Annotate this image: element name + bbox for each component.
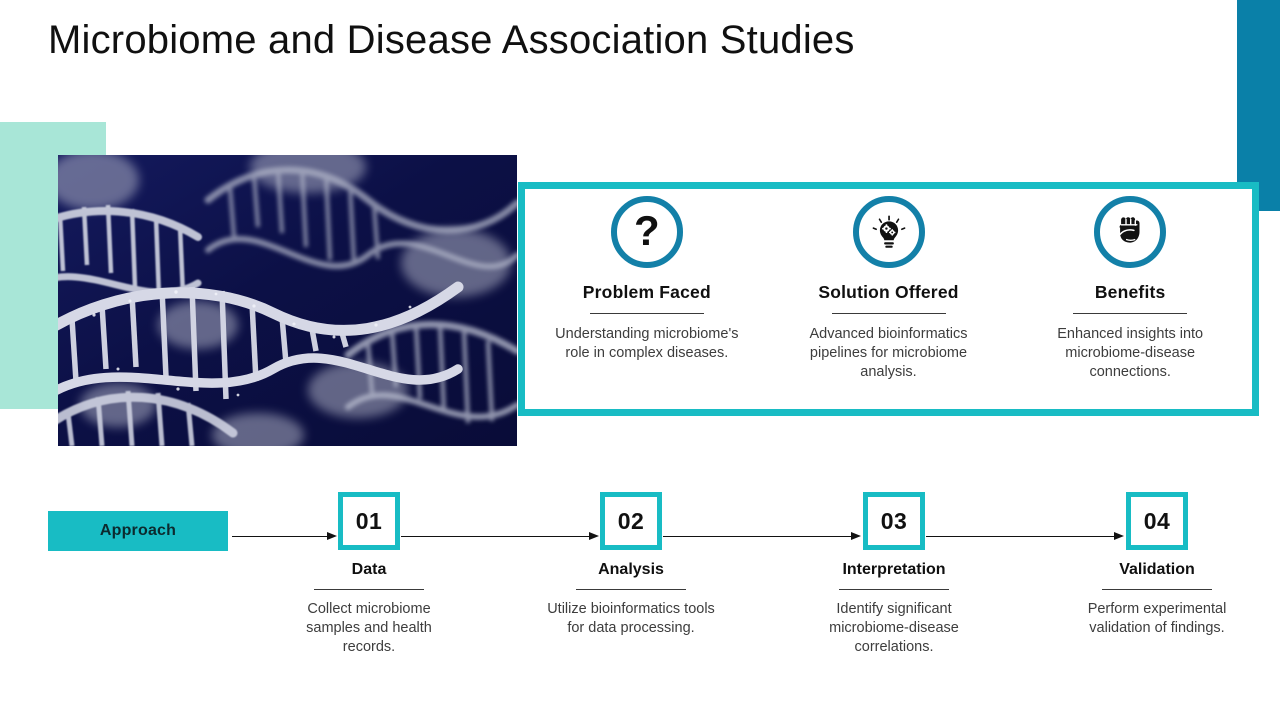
connector-arrowhead <box>851 532 861 540</box>
step-number: 01 <box>355 507 383 534</box>
step-title: Interpretation <box>842 561 946 578</box>
decor-right-teal-bar <box>1237 0 1280 211</box>
step-description: Utilize bioinformatics tools for data pr… <box>547 601 715 636</box>
connector-line <box>401 535 590 538</box>
step-title: Data <box>351 561 387 578</box>
raised-fist-icon <box>1094 196 1167 268</box>
card-divider <box>831 313 946 314</box>
card-title: Solution Offered <box>818 282 959 302</box>
page-title: Microbiome and Disease Association Studi… <box>48 18 855 62</box>
connector-line <box>663 535 852 538</box>
step-number: 04 <box>1143 507 1171 534</box>
step-description: Collect microbiome samples and health re… <box>306 601 432 655</box>
connector-line <box>232 535 328 538</box>
step-divider <box>839 589 949 590</box>
step-description: Identify significant microbiome-disease … <box>829 601 959 655</box>
flow-step-01: 01 Data Collect microbiome samples and h… <box>254 492 484 657</box>
step-number: 02 <box>617 507 645 534</box>
card-divider <box>589 313 704 314</box>
step-number: 03 <box>880 507 908 534</box>
connector-02-to-03 <box>663 532 861 541</box>
step-divider <box>1102 589 1212 590</box>
lightbulb-gear-icon <box>852 196 925 268</box>
card-divider <box>1073 313 1188 314</box>
card-description: Enhanced insights into microbiome-diseas… <box>1057 326 1204 380</box>
step-divider <box>576 589 686 590</box>
cards-row: ? Problem Faced Understanding microbiome… <box>518 182 1259 416</box>
dna-helix-image <box>58 155 517 446</box>
step-title: Validation <box>1119 561 1195 578</box>
flow-step-02: 02 Analysis Utilize bioinformatics tools… <box>516 492 746 638</box>
card-solution-offered: Solution Offered Advanced bioinformatics… <box>768 196 1010 382</box>
connector-arrowhead <box>327 532 337 540</box>
card-title: Benefits <box>1094 282 1166 302</box>
step-divider <box>314 589 424 590</box>
question-mark-glyph: ? <box>634 207 660 254</box>
process-flow: Approach 01 Data Collect microbiome samp… <box>0 492 1280 712</box>
card-description: Understanding microbiome's role in compl… <box>555 326 739 361</box>
step-number-box: 03 <box>863 492 925 550</box>
card-problem-faced: ? Problem Faced Understanding microbiome… <box>526 196 768 363</box>
step-number-box: 01 <box>338 492 400 550</box>
connector-arrowhead <box>589 532 599 540</box>
flow-step-03: 03 Interpretation Identify significant m… <box>779 492 1009 657</box>
step-number-box: 04 <box>1126 492 1188 550</box>
approach-label-chip: Approach <box>48 511 228 551</box>
flow-step-04: 04 Validation Perform experimental valid… <box>1042 492 1272 638</box>
connector-approach-to-01 <box>232 532 337 541</box>
connector-arrowhead <box>1114 532 1124 540</box>
connector-01-to-02 <box>401 532 599 541</box>
card-benefits: Benefits Enhanced insights into microbio… <box>1009 196 1251 382</box>
step-description: Perform experimental validation of findi… <box>1087 601 1227 636</box>
connector-03-to-04 <box>926 532 1124 541</box>
step-number-box: 02 <box>600 492 662 550</box>
step-title: Analysis <box>598 561 664 578</box>
question-mark-icon: ? <box>610 196 683 268</box>
card-title: Problem Faced <box>582 282 711 302</box>
connector-line <box>926 535 1115 538</box>
approach-label: Approach <box>99 522 177 539</box>
card-description: Advanced bioinformatics pipelines for mi… <box>809 326 968 380</box>
